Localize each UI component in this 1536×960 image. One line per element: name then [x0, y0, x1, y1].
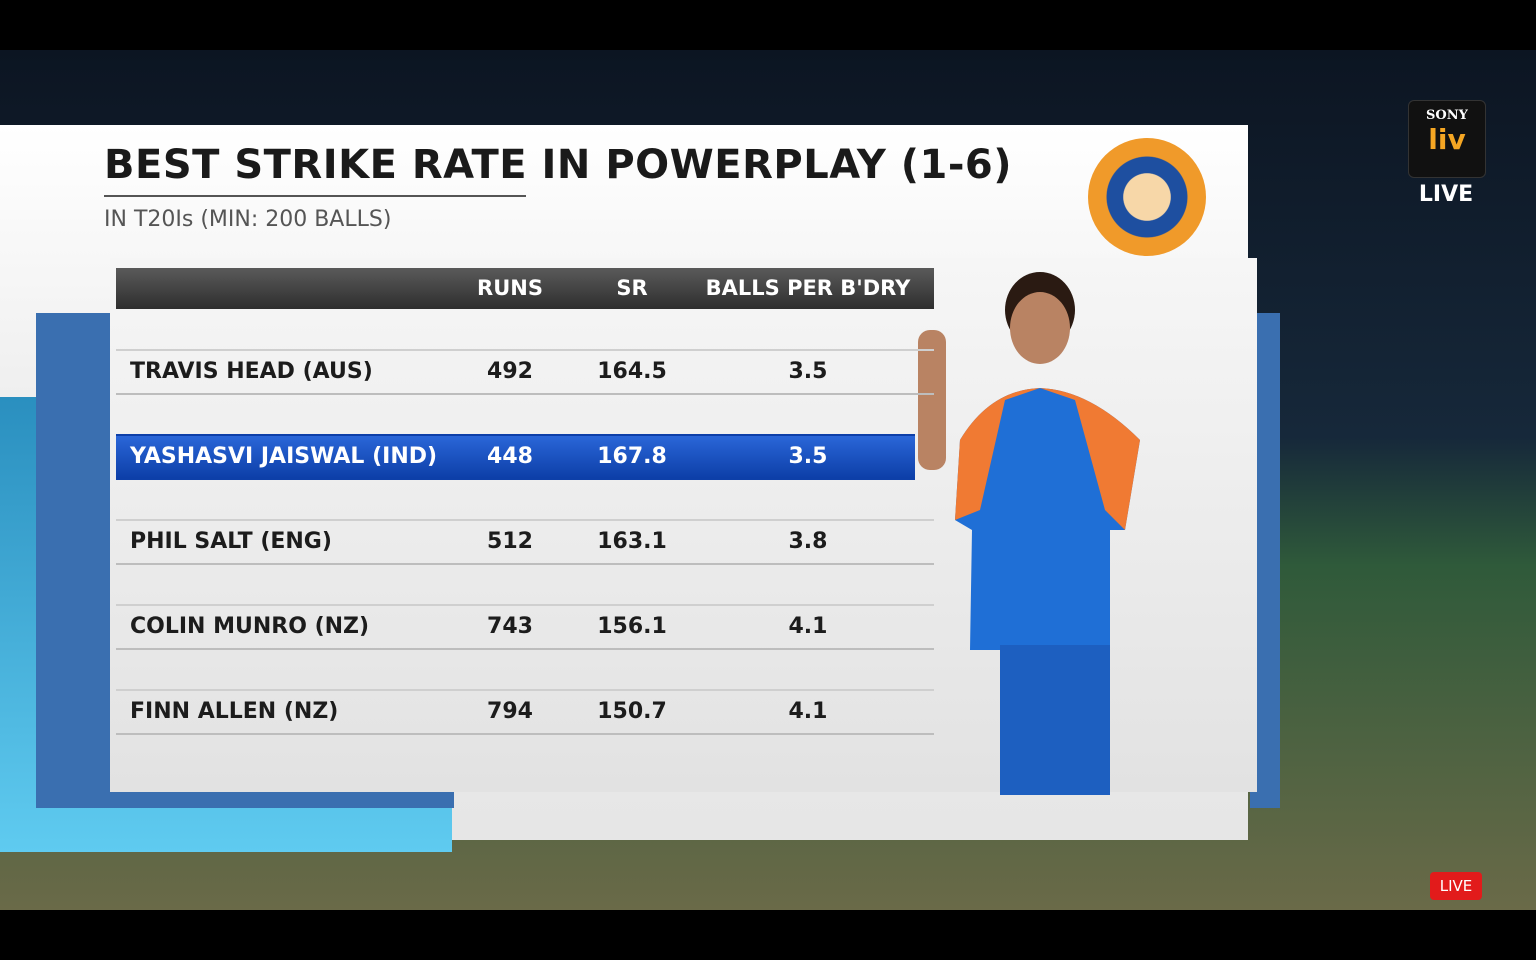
brand: SONY: [1426, 108, 1468, 123]
title: BEST STRIKE RATE IN POWERPLAY (1-6): [104, 142, 1013, 188]
column-header: BALLS PER B'DRY: [705, 276, 911, 300]
stat-cell: 492: [487, 359, 533, 384]
stat-cell: 512: [487, 529, 533, 554]
stat-cell: 150.7: [597, 699, 667, 724]
stat-cell: 794: [487, 699, 533, 724]
table-row: TRAVIS HEAD (AUS) 492 164.5 3.5: [116, 349, 934, 395]
table-row: PHIL SALT (ENG) 512 163.1 3.8: [116, 519, 934, 565]
table-row: FINN ALLEN (NZ) 794 150.7 4.1: [116, 689, 934, 735]
sleeve: [1040, 388, 1140, 530]
stat-cell: 743: [487, 614, 533, 639]
live-label: LIVE: [1418, 182, 1474, 207]
channel-logo: SONY liv: [1408, 100, 1486, 178]
stat-cell: 3.5: [788, 444, 828, 469]
stat-cell: 167.8: [597, 444, 667, 469]
underline: [104, 195, 526, 197]
stat-cell: 156.1: [597, 614, 667, 639]
player-name: COLIN MUNRO (NZ): [130, 614, 370, 639]
broadcast-frame: BEST STRIKE RATE IN POWERPLAY (1-6) IN T…: [0, 50, 1536, 910]
sleeve: [955, 388, 1040, 520]
arm: [918, 330, 946, 470]
table-row: YASHASVI JAISWAL (IND) 448 167.8 3.5: [116, 434, 915, 480]
team-logo: [1088, 138, 1206, 256]
player-name: YASHASVI JAISWAL (IND): [130, 444, 438, 469]
stat-cell: 164.5: [597, 359, 667, 384]
player-name: PHIL SALT (ENG): [130, 529, 332, 554]
stat-cell: 448: [487, 444, 533, 469]
stat-cell: 4.1: [788, 699, 828, 724]
live-badge: LIVE: [1430, 872, 1482, 900]
stat-cell: 163.1: [597, 529, 667, 554]
logo-text: liv: [1428, 123, 1466, 156]
trousers: [1000, 645, 1110, 795]
stat-cell: 4.1: [788, 614, 828, 639]
table-row: COLIN MUNRO (NZ) 743 156.1 4.1: [116, 604, 934, 650]
column-header: RUNS: [477, 276, 543, 300]
subtitle: IN T20Is (MIN: 200 BALLS): [104, 207, 392, 232]
player-image: [918, 272, 1140, 795]
player-name: FINN ALLEN (NZ): [130, 699, 339, 724]
face: [1010, 292, 1070, 364]
stat-cell: 3.5: [788, 359, 828, 384]
column-header: SR: [616, 276, 648, 300]
player-name: TRAVIS HEAD (AUS): [130, 359, 373, 384]
table-header: [116, 268, 934, 309]
stat-cell: 3.8: [788, 529, 828, 554]
